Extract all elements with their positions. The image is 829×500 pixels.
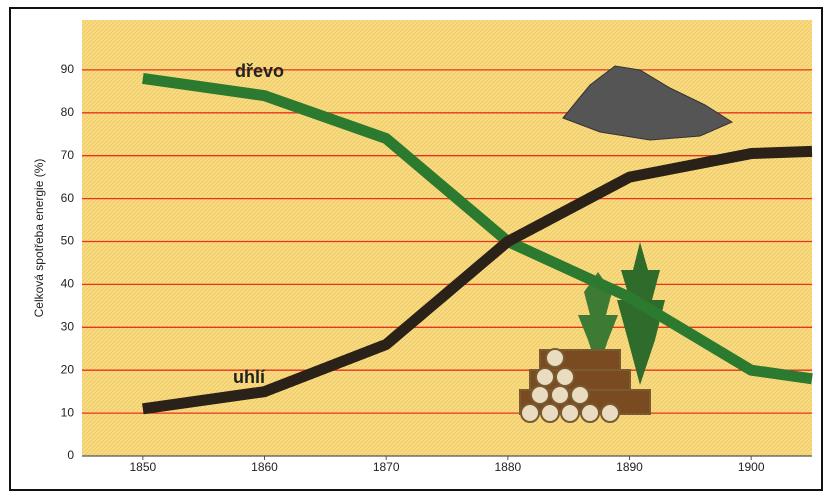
y-tick-label: 90 <box>61 62 75 76</box>
x-tick-label: 1890 <box>616 460 643 474</box>
y-tick-label: 30 <box>61 319 75 333</box>
x-tick-label: 1860 <box>251 460 278 474</box>
x-tick-label: 1880 <box>494 460 521 474</box>
y-tick-label: 20 <box>61 362 75 376</box>
series-label: dřevo <box>235 61 284 81</box>
y-tick-label: 0 <box>67 448 74 462</box>
y-tick-label: 10 <box>61 405 75 419</box>
plot-area <box>82 20 812 456</box>
illustrations <box>519 65 734 423</box>
y-tick-label: 40 <box>61 277 75 291</box>
x-tick-label: 1870 <box>373 460 400 474</box>
y-axis-label: Celková spotřeba energie (%) <box>32 159 46 318</box>
y-tick-label: 70 <box>61 148 75 162</box>
y-tick-label: 80 <box>61 105 75 119</box>
line <box>142 145 813 415</box>
y-tick-label: 60 <box>61 191 75 205</box>
x-tick-label: 1850 <box>129 460 156 474</box>
series-label: uhlí <box>233 367 266 387</box>
y-tick-label: 50 <box>61 234 75 248</box>
x-tick-label: 1900 <box>738 460 765 474</box>
